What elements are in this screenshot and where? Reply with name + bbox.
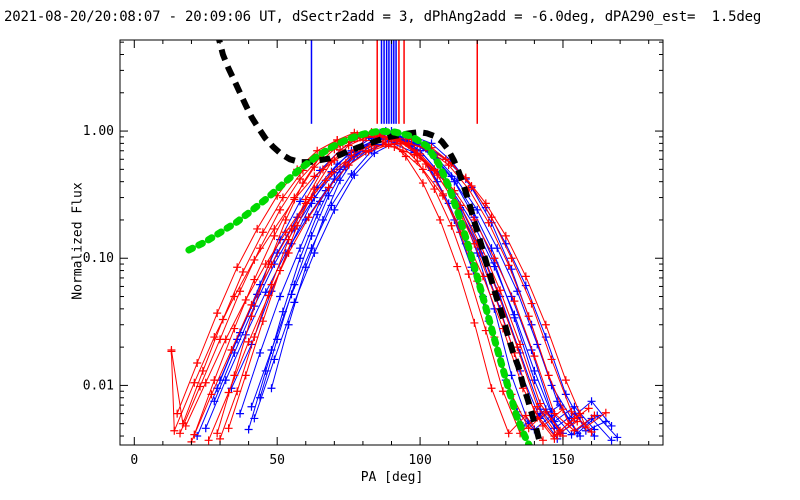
x-tick-label: 150 (551, 453, 574, 468)
axis-ticks (120, 40, 663, 445)
flux-series (167, 127, 622, 445)
black-dashed-model (216, 40, 544, 445)
series-markers-blue (201, 136, 610, 435)
series-line-red (216, 131, 544, 441)
x-tick-label: 0 (130, 453, 138, 468)
series-line-blue (253, 142, 595, 437)
green-dotted-model (185, 127, 533, 445)
y-axis-label: Normalized Flux (70, 182, 86, 300)
y-tick-label: 1.00 (83, 124, 114, 139)
series-markers-red (213, 128, 547, 445)
y-tick-label: 0.10 (83, 251, 114, 266)
series-markers-red (224, 132, 559, 443)
series-line-blue (205, 139, 607, 432)
x-tick-label: 50 (269, 453, 285, 468)
y-tick-label: 0.01 (83, 378, 114, 393)
x-tick-label: 100 (408, 453, 431, 468)
series-markers-red (173, 129, 582, 439)
series-line-red (185, 142, 607, 428)
plot-area (167, 40, 622, 445)
series-markers-red (190, 131, 579, 441)
x-axis-label: PA [deg] (360, 470, 424, 485)
guide-lines (310, 40, 478, 124)
series-line-red (228, 136, 555, 440)
plot-title: 2021-08-20/20:08:07 - 20:09:06 UT, dSect… (4, 9, 762, 25)
